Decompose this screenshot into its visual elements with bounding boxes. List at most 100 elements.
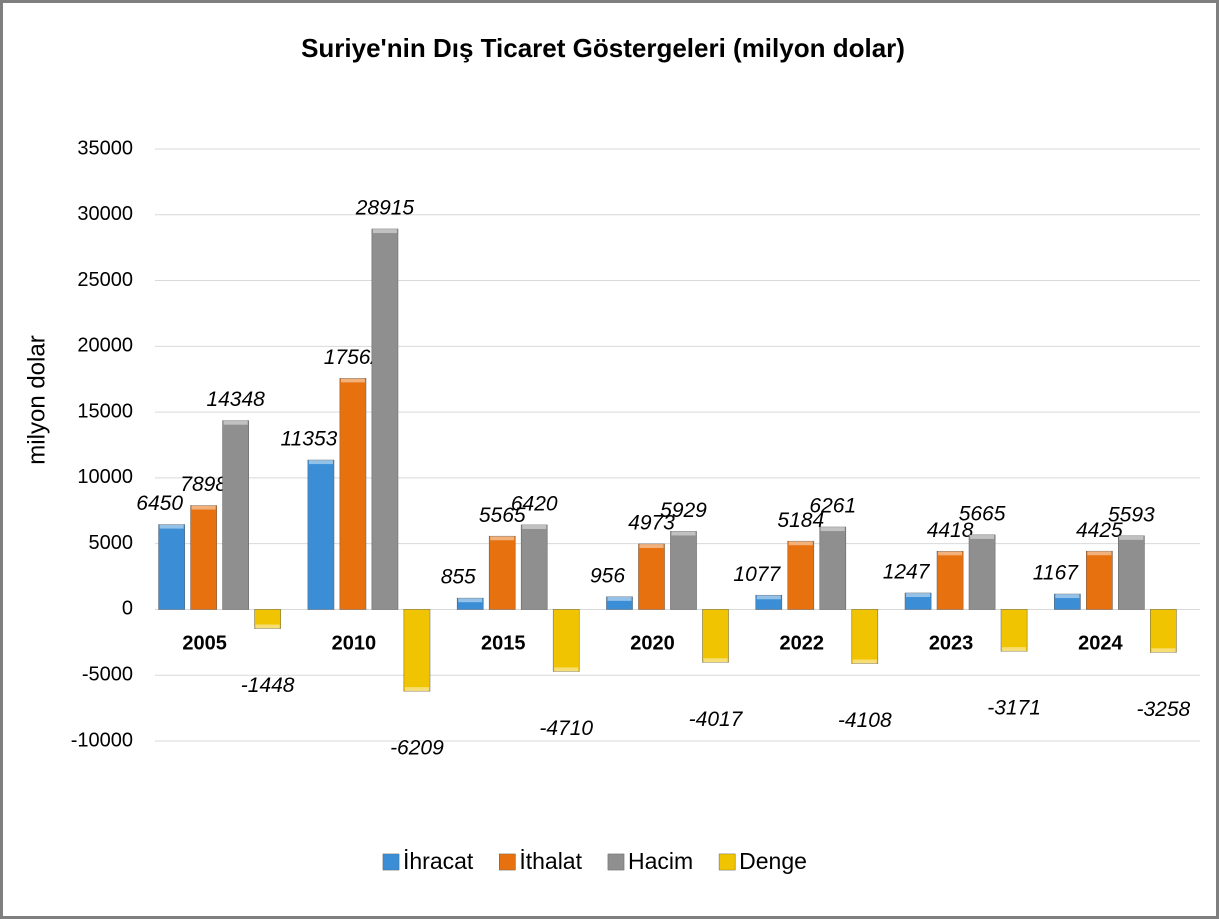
legend-label: İthalat: [519, 848, 582, 874]
bar-shade: [222, 420, 249, 610]
bar-cap: [1055, 594, 1080, 599]
x-tick-label: 2024: [1078, 632, 1123, 654]
legend-label: Denge: [739, 848, 807, 874]
data-label: 14348: [206, 388, 265, 411]
bar-shade: [670, 531, 697, 610]
y-tick-label: 25000: [77, 269, 133, 291]
bar-shade: [1054, 594, 1081, 610]
data-label: 4425: [1076, 519, 1123, 542]
bar-cap: [554, 667, 579, 672]
bar-shade: [606, 596, 633, 610]
data-label: 5929: [660, 499, 707, 522]
x-tick-label: 2022: [780, 632, 825, 654]
bar-cap: [671, 531, 696, 536]
bar-cap: [490, 536, 515, 541]
data-label: 4418: [927, 519, 974, 542]
legend-label: İhracat: [403, 848, 474, 874]
bar-shade: [1086, 551, 1113, 610]
bar-cap: [703, 658, 728, 663]
data-label: 6450: [136, 492, 183, 515]
data-label: 28915: [355, 197, 415, 220]
bar-cap: [255, 624, 280, 629]
y-tick-label: 35000: [77, 137, 133, 159]
data-label: 11353: [281, 428, 338, 451]
x-tick-label: 2005: [182, 632, 227, 654]
y-tick-label: -5000: [82, 664, 133, 686]
data-label: -3258: [1136, 698, 1190, 721]
data-label: 5665: [959, 502, 1006, 525]
bar-cap: [1151, 648, 1176, 653]
data-label: 6261: [809, 495, 856, 518]
y-tick-label: 30000: [77, 203, 133, 225]
y-axis-title: milyon dolar: [23, 335, 50, 464]
bar-shade: [755, 595, 782, 610]
x-tick-label: 2023: [929, 632, 974, 654]
data-label: 1077: [733, 563, 781, 586]
bar-cap: [756, 595, 781, 600]
bar-cap: [820, 527, 845, 532]
data-label: 956: [590, 564, 625, 587]
y-tick-label: 0: [122, 598, 133, 620]
bar-shade: [254, 609, 281, 629]
legend-swatch-shade: [383, 854, 399, 870]
y-tick-label: 20000: [77, 335, 133, 357]
legend-swatch-shade: [719, 854, 736, 870]
bar-shade: [787, 541, 814, 610]
bar-shade: [489, 536, 516, 610]
bar-cap: [223, 420, 248, 425]
data-label: 5593: [1108, 503, 1155, 526]
bar-shade: [190, 505, 217, 610]
bar-shade: [403, 609, 430, 692]
bar-cap: [1002, 647, 1027, 652]
bar-cap: [340, 378, 365, 383]
x-tick-label: 2010: [332, 632, 377, 654]
bar-shade: [819, 527, 846, 610]
bar-shade: [702, 609, 729, 663]
bar-shade: [158, 524, 185, 610]
x-tick-label: 2020: [630, 632, 675, 654]
y-tick-label: 10000: [77, 466, 133, 488]
legend-swatch-shade: [607, 854, 624, 870]
bar-cap: [458, 598, 483, 603]
bar-cap: [522, 524, 547, 529]
bar-cap: [938, 551, 963, 556]
bar-shade: [638, 544, 665, 610]
data-label: 6420: [511, 493, 558, 516]
bar-shade: [521, 524, 548, 610]
data-label: 17562: [324, 346, 383, 369]
data-label: 5184: [777, 509, 824, 532]
bar-cap: [1119, 535, 1144, 540]
data-label: -3171: [987, 697, 1041, 720]
bar-cap: [906, 593, 931, 598]
bar-cap: [970, 534, 995, 539]
bar-cap: [308, 460, 333, 465]
bar-shade: [371, 229, 398, 610]
y-tick-label: 15000: [77, 400, 133, 422]
data-label: -6209: [390, 737, 444, 760]
bar-shade: [1150, 609, 1177, 653]
data-label: -4108: [838, 709, 892, 732]
bar-shade: [1118, 535, 1145, 610]
data-label: 5565: [479, 504, 526, 527]
bar-shade: [553, 609, 580, 672]
bar-cap: [788, 541, 813, 546]
data-label: -4710: [539, 717, 593, 740]
y-tick-label: -10000: [71, 729, 133, 751]
legend-swatch-shade: [499, 854, 516, 870]
bar-cap: [191, 505, 216, 510]
legend-label: Hacim: [628, 848, 693, 874]
bar-cap: [639, 544, 664, 549]
data-label: 1167: [1033, 562, 1079, 585]
bar-shade: [1001, 609, 1028, 652]
x-tick-label: 2015: [481, 632, 526, 654]
data-label: 7898: [180, 473, 227, 496]
data-label: -1448: [241, 674, 295, 697]
bar-shade: [969, 534, 996, 610]
bar-cap: [852, 659, 877, 664]
bar-shade: [851, 609, 878, 664]
chart-title: Suriye'nin Dış Ticaret Göstergeleri (mil…: [301, 33, 905, 63]
data-label: -4017: [689, 708, 744, 731]
bar-shade: [457, 598, 484, 610]
bar-cap: [159, 524, 184, 529]
